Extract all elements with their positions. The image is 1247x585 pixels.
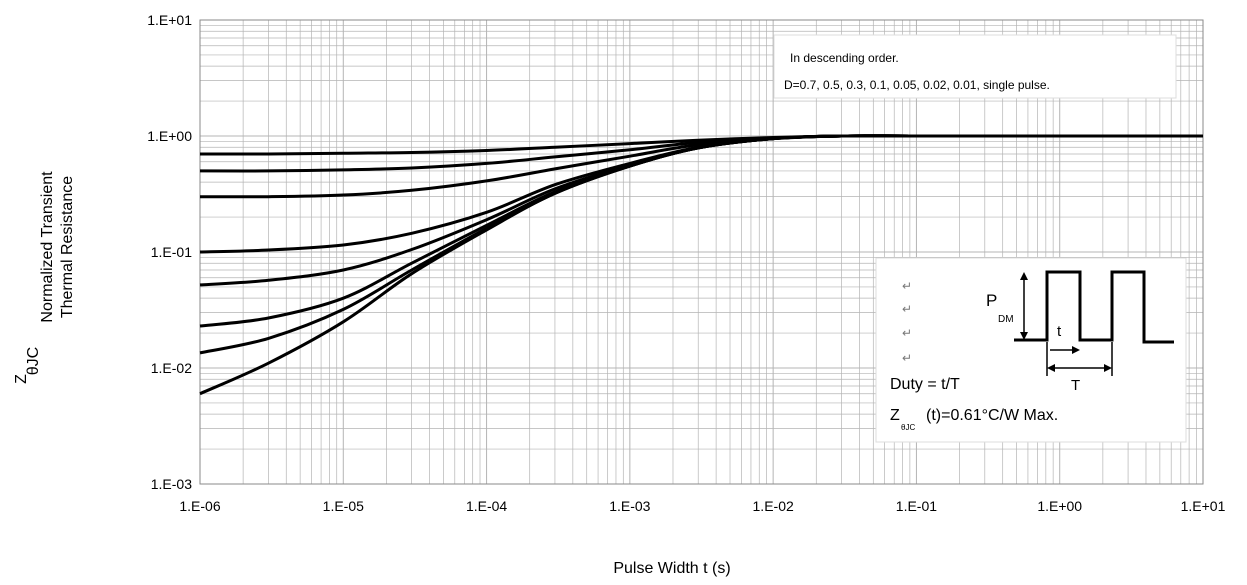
svg-text:↵: ↵ [902, 326, 912, 340]
x-tick-label: 1.E-04 [466, 498, 507, 514]
y-axis-line-2: Thermal Resistance [59, 176, 76, 318]
pdm-subscript: DM [998, 314, 1014, 325]
y-axis-line-1: Normalized Transient [39, 171, 56, 323]
pdm-arrow-head-bottom [1020, 332, 1028, 340]
x-tick-label: 1.E-01 [896, 498, 937, 514]
svg-text:↵: ↵ [902, 302, 912, 316]
y-tick-label: 1.E-02 [151, 360, 192, 376]
z-symbol: Z [890, 407, 900, 424]
x-axis-title: Pulse Width t (s) [613, 560, 730, 577]
pdm-label: P [986, 291, 997, 310]
y-axis-title: Normalized Transient Thermal Resistance … [13, 171, 76, 384]
y-tick-labels: 1.E-03 1.E-02 1.E-01 1.E+00 1.E+01 [147, 12, 192, 492]
curves [199, 134, 1203, 396]
duty-formula: Duty = t/T [890, 376, 960, 393]
y-tick-label: 1.E+00 [147, 128, 192, 144]
y-axis-symbol: Z [13, 374, 30, 384]
duty-curve [199, 134, 1203, 199]
duty-curve [199, 134, 1203, 396]
x-tick-labels: 1.E-06 1.E-05 1.E-04 1.E-03 1.E-02 1.E-01 1.E+… [179, 498, 1225, 514]
y-axis-symbol-subscript: θJC [25, 347, 42, 375]
pdm-arrow-head-top [1020, 272, 1028, 280]
x-tick-label: 1.E-05 [323, 498, 364, 514]
svg-text:↵: ↵ [902, 279, 912, 293]
T-arrow-head-right [1104, 364, 1112, 372]
legend-box: In descending order. D=0.7, 0.5, 0.3, 0.… [773, 34, 1177, 99]
x-tick-label: 1.E-06 [179, 498, 220, 514]
z-max-value: (t)=0.61°C/W Max. [926, 407, 1058, 424]
T-arrow-head-left [1047, 364, 1055, 372]
legend-line-1: In descending order. [790, 51, 899, 65]
t-label: t [1057, 323, 1062, 340]
x-tick-label: 1.E-02 [753, 498, 794, 514]
y-tick-label: 1.E-01 [151, 244, 192, 260]
legend-line-2: D=0.7, 0.5, 0.3, 0.1, 0.05, 0.02, 0.01, … [784, 78, 1050, 92]
svg-text:↵: ↵ [902, 351, 912, 365]
x-tick-label: 1.E+01 [1181, 498, 1226, 514]
pulse-waveform [1014, 270, 1174, 344]
x-tick-label: 1.E+00 [1037, 498, 1082, 514]
duty-cycle-inset: ↵ ↵ ↵ ↵ P DM t T Duty = t/T Z θJC (t)=0.… [875, 257, 1187, 443]
T-label: T [1071, 377, 1080, 394]
y-tick-label: 1.E+01 [147, 12, 192, 28]
z-subscript: θJC [901, 423, 915, 432]
return-marks: ↵ ↵ ↵ ↵ [902, 279, 912, 365]
t-arrow-head [1072, 346, 1080, 354]
y-tick-label: 1.E-03 [151, 476, 192, 492]
x-tick-label: 1.E-03 [609, 498, 650, 514]
